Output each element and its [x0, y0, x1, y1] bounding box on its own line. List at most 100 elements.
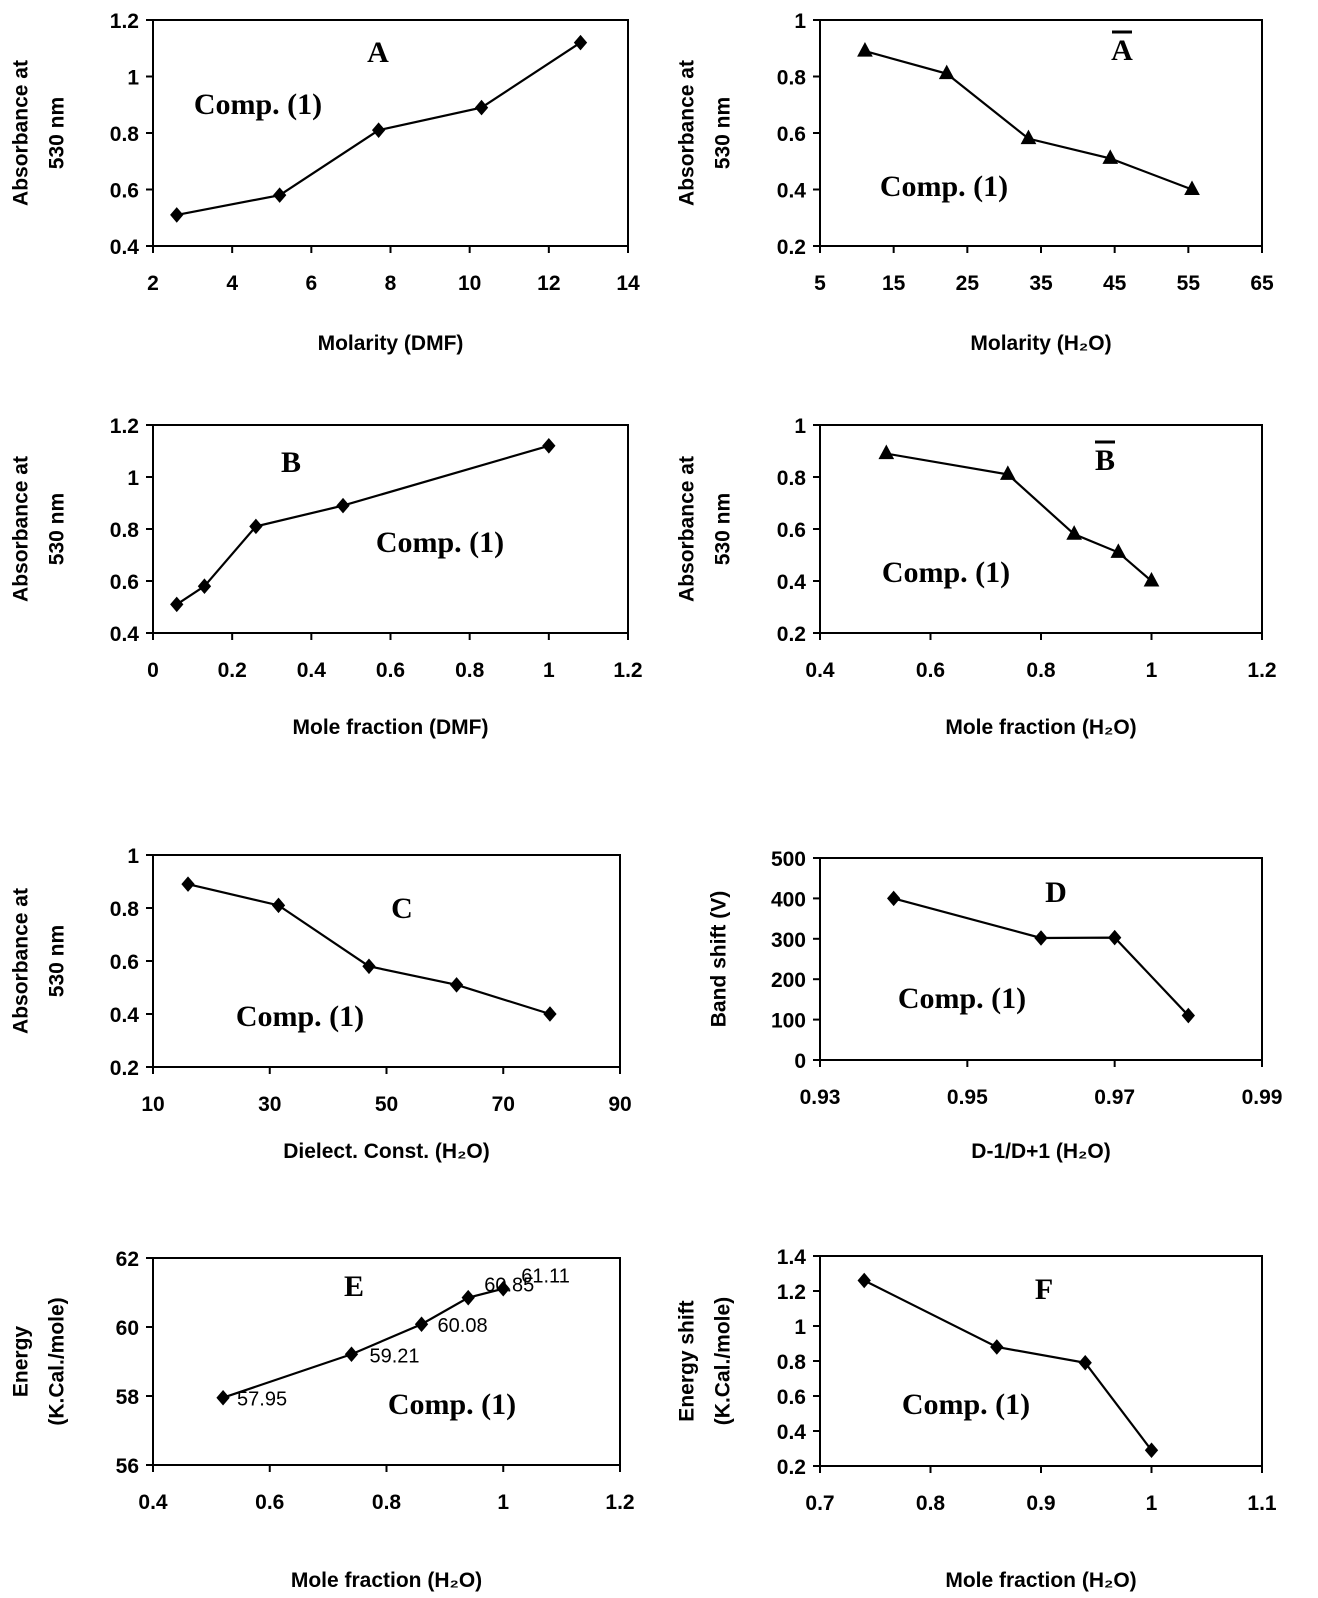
x-tick-label: 0.6: [255, 1491, 284, 1514]
data-point: [543, 1006, 557, 1022]
series-line: [187, 883, 551, 1016]
x-axis-title: Mole fraction (DMF): [293, 716, 489, 739]
x-tick-label: 1.2: [605, 1491, 634, 1514]
y-tick-label: 200: [771, 969, 806, 992]
compound-label: Comp. (1): [236, 1000, 364, 1033]
x-tick-label: 4: [226, 272, 238, 295]
y-tick-label: 0.6: [110, 180, 139, 203]
x-tick-label: 0.8: [372, 1491, 402, 1514]
y-tick-label: 1: [127, 467, 139, 490]
y-tick-label: 1.2: [110, 415, 139, 438]
y-tick-label: 62: [116, 1248, 139, 1271]
y-tick-label: 0.6: [110, 951, 139, 974]
y-axis-title: 530 nm: [46, 493, 69, 565]
x-tick-label: 0.93: [800, 1086, 841, 1109]
panel-letter: A: [367, 36, 389, 69]
compound-label: Comp. (1): [880, 170, 1008, 203]
data-point: [887, 890, 901, 907]
data-point: [170, 207, 184, 223]
x-tick-label: 0.4: [297, 659, 327, 682]
data-point: [1108, 929, 1122, 946]
x-axis-title: D-1/D+1 (H₂O): [971, 1140, 1110, 1163]
y-axis-title: (K.Cal./mole): [712, 1297, 735, 1425]
y-tick-label: 58: [116, 1386, 140, 1409]
data-point: [216, 1389, 230, 1406]
data-label: 61.11: [521, 1266, 570, 1288]
y-tick-label: 0.4: [777, 1421, 807, 1444]
chart-panel-2: 5 15 25 35 45 55 65 0.2 0.4 0.6 0.8 1 Molarity (H₂O)…: [676, 10, 1274, 355]
x-tick-label: 0.2: [218, 659, 247, 682]
data-point: [1102, 149, 1119, 164]
y-tick-label: 0.8: [777, 67, 807, 90]
x-tick-label: 12: [537, 272, 560, 295]
data-point: [449, 977, 464, 993]
series-line: [893, 897, 1190, 1017]
data-point: [1020, 129, 1037, 145]
y-tick-label: 0.2: [777, 623, 806, 646]
data-point: [273, 187, 287, 203]
compound-label: Comp. (1): [898, 982, 1026, 1015]
x-tick-label: 15: [882, 272, 906, 295]
data-point: [496, 1280, 510, 1297]
data-point: [878, 444, 895, 460]
data-point: [181, 876, 195, 892]
x-tick-label: 0.4: [138, 1491, 168, 1514]
compound-label: Comp. (1): [376, 526, 504, 559]
x-tick-label: 35: [1029, 272, 1053, 295]
data-point: [371, 122, 386, 138]
data-point: [249, 518, 263, 535]
data-point: [938, 64, 955, 80]
x-tick-label: 1.1: [1247, 1492, 1277, 1515]
y-axis-title: 530 nm: [46, 97, 69, 169]
data-label: 60.85: [484, 1275, 534, 1297]
data-point: [1034, 930, 1048, 946]
y-axis-title: Energy: [10, 1326, 33, 1398]
y-axis-title: 530 nm: [712, 493, 735, 565]
y-axis-title: Energy shift: [676, 1300, 699, 1421]
chart-panel-8: 0.7 0.8 0.9 1 1.1 0.2 0.4 0.6 0.8 1 1.2 1.4 Mole fra…: [676, 1246, 1277, 1592]
y-tick-label: 0: [794, 1050, 806, 1073]
y-axis-title: Absorbance at: [10, 456, 33, 602]
chart-panel-3: 0 0.2 0.4 0.6 0.8 1 1.2 0.4 0.6 0.8 1 1.2 Mole fract…: [10, 415, 643, 739]
compound-label: Comp. (1): [902, 1388, 1030, 1421]
x-tick-label: 65: [1250, 272, 1274, 295]
chart-panel-1: 2 4 6 8 10 12 14 0.4 0.6 0.8 1 1.2 Molarity (DMF) Abs…: [10, 10, 640, 355]
x-axis-title: Mole fraction (H₂O): [945, 1569, 1136, 1592]
x-tick-label: 0.95: [947, 1086, 988, 1109]
data-point: [1143, 571, 1160, 587]
data-point: [857, 1272, 871, 1289]
data-point: [271, 897, 286, 914]
plot-frame: [819, 19, 1263, 247]
data-point: [1066, 525, 1082, 540]
data-point: [857, 42, 873, 57]
plot-frame: [152, 19, 629, 247]
plot-frame: [152, 854, 621, 1068]
data-point: [197, 578, 212, 594]
data-point: [336, 497, 350, 514]
panel-letter: D: [1045, 876, 1067, 909]
x-tick-label: 14: [616, 272, 640, 295]
y-tick-label: 0.6: [777, 1386, 806, 1409]
chart-panel-6: 0.93 0.95 0.97 0.99 0 100 200 300 400 500 D-1/D+1 …: [708, 848, 1283, 1163]
y-tick-label: 0.4: [110, 236, 140, 259]
x-tick-label: 70: [492, 1093, 515, 1116]
y-tick-label: 0.2: [777, 1456, 806, 1479]
x-tick-label: 2: [147, 272, 159, 295]
panel-letter: B: [1095, 444, 1115, 477]
data-point: [362, 958, 376, 975]
x-tick-label: 10: [458, 272, 481, 295]
compound-label: Comp. (1): [882, 556, 1010, 589]
y-axis-title: (K.Cal./mole): [46, 1297, 69, 1425]
data-point: [1110, 543, 1127, 558]
compound-label: Comp. (1): [388, 1388, 516, 1421]
series-line: [864, 50, 1193, 191]
y-tick-label: 0.4: [110, 623, 140, 646]
x-tick-label: 0.6: [376, 659, 405, 682]
data-point: [1078, 1354, 1092, 1371]
y-tick-label: 1.2: [777, 1281, 806, 1304]
y-tick-label: 1.4: [777, 1246, 807, 1269]
x-tick-label: 0.8: [455, 659, 485, 682]
x-tick-label: 0.8: [1026, 659, 1056, 682]
y-tick-label: 0.8: [110, 898, 140, 921]
y-tick-label: 0.4: [110, 1004, 140, 1027]
